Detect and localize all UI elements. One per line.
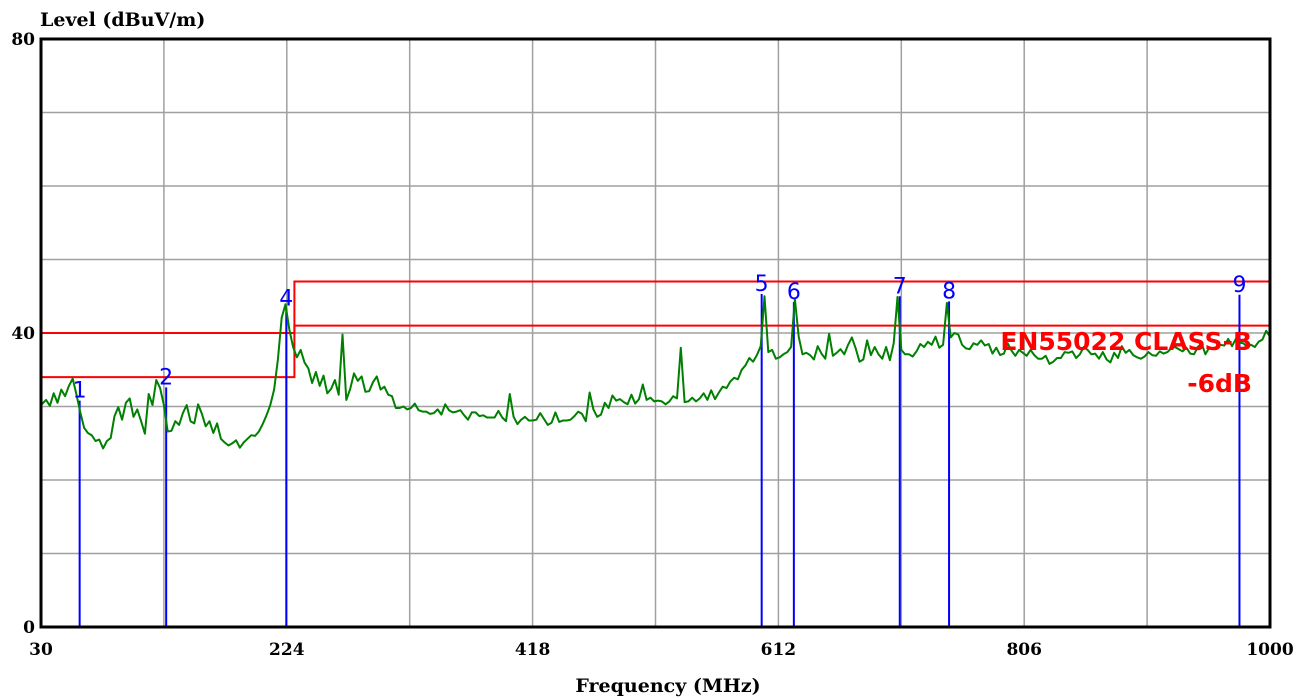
emission-trace xyxy=(40,295,1271,450)
x-axis-label: Frequency (MHz) xyxy=(575,675,760,697)
marker-label-5: 5 xyxy=(755,272,769,297)
marker-label-1: 1 xyxy=(73,379,87,404)
plot-frame xyxy=(39,37,1272,629)
limit-name-label: EN55022 CLASS-B xyxy=(1000,327,1252,356)
limit-line-class-b xyxy=(41,280,1270,334)
x-tick-label: 612 xyxy=(761,640,797,660)
x-tick-label: 224 xyxy=(269,640,305,660)
x-tick-label: 806 xyxy=(1006,640,1042,660)
y-axis-label: Level (dBuV/m) xyxy=(40,9,205,31)
grid xyxy=(41,39,1270,627)
y-tick-label: 80 xyxy=(11,30,35,50)
limit-margin-label: -6dB xyxy=(1187,369,1252,398)
x-tick-label: 30 xyxy=(29,640,53,660)
limit-labels: EN55022 CLASS-B -6dB xyxy=(1000,327,1252,398)
y-tick-label: 0 xyxy=(23,618,35,638)
marker-label-8: 8 xyxy=(942,279,956,304)
x-tick-label: 418 xyxy=(515,640,551,660)
marker-label-7: 7 xyxy=(893,274,907,299)
marker-label-6: 6 xyxy=(787,280,801,305)
marker-lines xyxy=(78,294,1241,627)
marker-label-9: 9 xyxy=(1232,273,1246,298)
x-tick-label: 1000 xyxy=(1246,640,1293,660)
y-tick-label: 40 xyxy=(11,324,35,344)
marker-labels: 1 2 4 5 6 7 8 9 xyxy=(73,272,1247,404)
marker-label-4: 4 xyxy=(279,287,293,312)
marker-label-2: 2 xyxy=(159,365,173,390)
